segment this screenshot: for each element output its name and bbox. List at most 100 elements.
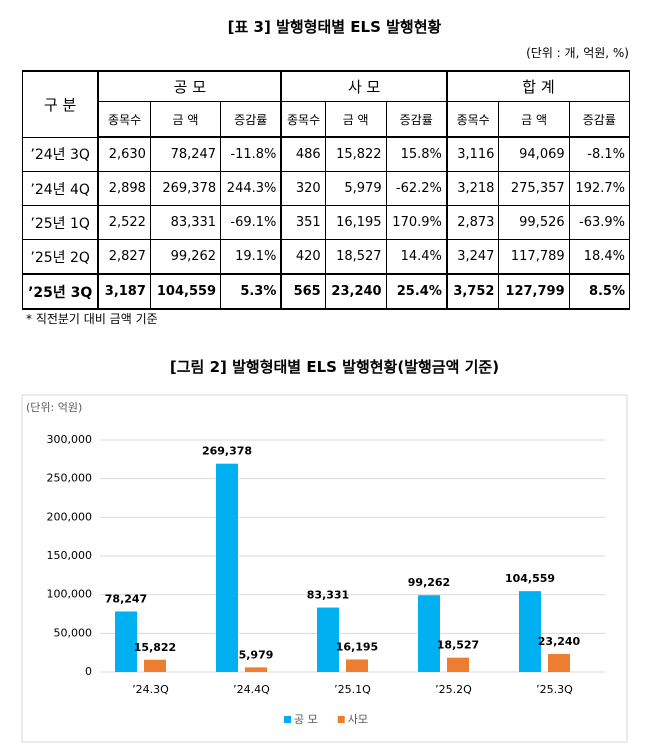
cell: 420 — [280, 239, 326, 275]
cell: 320 — [280, 171, 326, 206]
cell: 19.1% — [220, 239, 283, 275]
footnote: * 직전분기 대비 금액 기준 — [26, 312, 158, 326]
x-tick-label: ’24.4Q — [233, 683, 270, 696]
row-label: ’24년 3Q — [22, 136, 100, 172]
bar — [317, 607, 339, 672]
value-label: 99,262 — [408, 576, 450, 589]
bar — [548, 654, 570, 672]
subheader-cell: 증감률 — [385, 101, 448, 138]
cell: -11.8% — [220, 136, 283, 172]
cell: -63.9% — [568, 205, 631, 240]
cell: 486 — [280, 136, 326, 172]
y-tick-label: 0 — [85, 665, 92, 678]
cell: 8.5% — [568, 273, 631, 310]
value-label: 15,822 — [134, 641, 176, 654]
table-title: [표 3] 발행형태별 ELS 발행현황 — [227, 18, 442, 36]
cell: 117,789 — [498, 239, 570, 275]
subheader-cell: 종목수 — [446, 101, 500, 138]
unit: (단위 : 개, 억원, %) — [526, 46, 629, 60]
subheader-cell: 종목수 — [97, 101, 151, 138]
row-label: ’25년 2Q — [22, 239, 100, 275]
value-label: 5,979 — [239, 648, 274, 661]
cell: 14.4% — [385, 239, 448, 275]
cell: 25.4% — [385, 273, 448, 310]
y-tick-label: 200,000 — [47, 510, 93, 523]
header-cell: 구 분 — [22, 70, 100, 138]
cell: 192.7% — [568, 171, 631, 206]
value-label: 23,240 — [538, 635, 581, 648]
subheader-cell: 증감률 — [568, 101, 631, 138]
cell: 23,240 — [324, 273, 387, 310]
cell: 16,195 — [324, 205, 387, 240]
chart-title: [그림 2] 발행형태별 ELS 발행현황(발행금액 기준) — [169, 358, 500, 376]
cell: 78,247 — [149, 136, 222, 172]
value-label: 18,527 — [437, 639, 479, 652]
data-row: ’25년 1Q 2,522 83,331 -69.1% 351 16,195 170.9% 2… — [22, 205, 631, 240]
cell: 18,527 — [324, 239, 387, 275]
row-label: ’25년 1Q — [22, 205, 100, 240]
bar — [115, 611, 137, 672]
cell: -62.2% — [385, 171, 448, 206]
legend-swatch — [284, 716, 291, 723]
bar — [418, 595, 440, 672]
y-tick-label: 100,000 — [47, 588, 93, 601]
y-tick-label: 250,000 — [47, 472, 93, 485]
subheader-cell: 증감률 — [220, 101, 283, 138]
cell: 94,069 — [498, 136, 570, 172]
bar — [447, 657, 469, 672]
cell: 3,752 — [446, 273, 500, 310]
cell: 3,116 — [446, 136, 500, 172]
chart-frame — [21, 394, 628, 743]
y-tick-label: 150,000 — [47, 549, 93, 562]
cell: 99,262 — [149, 239, 222, 275]
chart-unit: (단위: 억원) — [26, 401, 82, 414]
cell: 3,247 — [446, 239, 500, 275]
x-tick-label: ’25.3Q — [536, 683, 573, 696]
legend-label: 사모 — [348, 713, 368, 726]
row-label: ’25년 3Q — [22, 273, 100, 310]
legend-swatch — [337, 716, 345, 723]
cell: 15.8% — [385, 136, 448, 172]
cell: 244.3% — [220, 171, 283, 206]
cell: 5,979 — [324, 171, 387, 206]
value-label: 83,331 — [307, 589, 349, 602]
header-cell: 합 계 — [446, 70, 630, 102]
x-tick-label: ’25.2Q — [435, 683, 472, 696]
cell: -69.1% — [220, 205, 283, 240]
subheader-cell: 금 액 — [498, 101, 570, 138]
cell: 83,331 — [149, 205, 222, 240]
subheader-cell: 금 액 — [149, 101, 222, 138]
cell: 2,827 — [97, 239, 151, 275]
cell: 170.9% — [385, 205, 448, 240]
bar — [144, 659, 166, 672]
cell: 127,799 — [498, 273, 570, 310]
bar — [346, 659, 368, 672]
cell: 269,378 — [149, 171, 222, 206]
subheader-row: 종목수 금 액 증감률 종목수 금 액 증감률 종목수 금 액 증감률 — [23, 101, 631, 138]
data-row: ’25년 2Q 2,827 99,262 19.1% 420 18,527 14.4% 3,2… — [22, 239, 631, 275]
cell: 104,559 — [149, 273, 222, 310]
bar — [245, 667, 267, 672]
data-row: ’24년 4Q 2,898 269,378 244.3% 320 5,979 -62.2% 3… — [22, 171, 631, 206]
cell: 2,630 — [97, 136, 151, 172]
bar — [216, 463, 238, 672]
data-row: ’24년 3Q 2,630 78,247 -11.8% 486 15,822 15.8% 3,… — [22, 136, 631, 172]
x-tick-label: ’24.3Q — [132, 683, 169, 696]
cell: 3,187 — [97, 273, 151, 310]
cell: 2,522 — [97, 205, 151, 240]
bar — [519, 591, 541, 672]
x-tick-label: ’25.1Q — [334, 683, 371, 696]
cell: 18.4% — [568, 239, 631, 275]
cell: -8.1% — [568, 136, 631, 172]
value-label: 16,195 — [336, 640, 378, 653]
legend-label: 공 모 — [294, 713, 318, 726]
cell: 2,873 — [446, 205, 500, 240]
value-label: 78,247 — [105, 592, 147, 605]
subheader-cell: 금 액 — [324, 101, 387, 138]
y-tick-label: 50,000 — [54, 626, 93, 639]
y-tick-label: 300,000 — [47, 433, 93, 446]
